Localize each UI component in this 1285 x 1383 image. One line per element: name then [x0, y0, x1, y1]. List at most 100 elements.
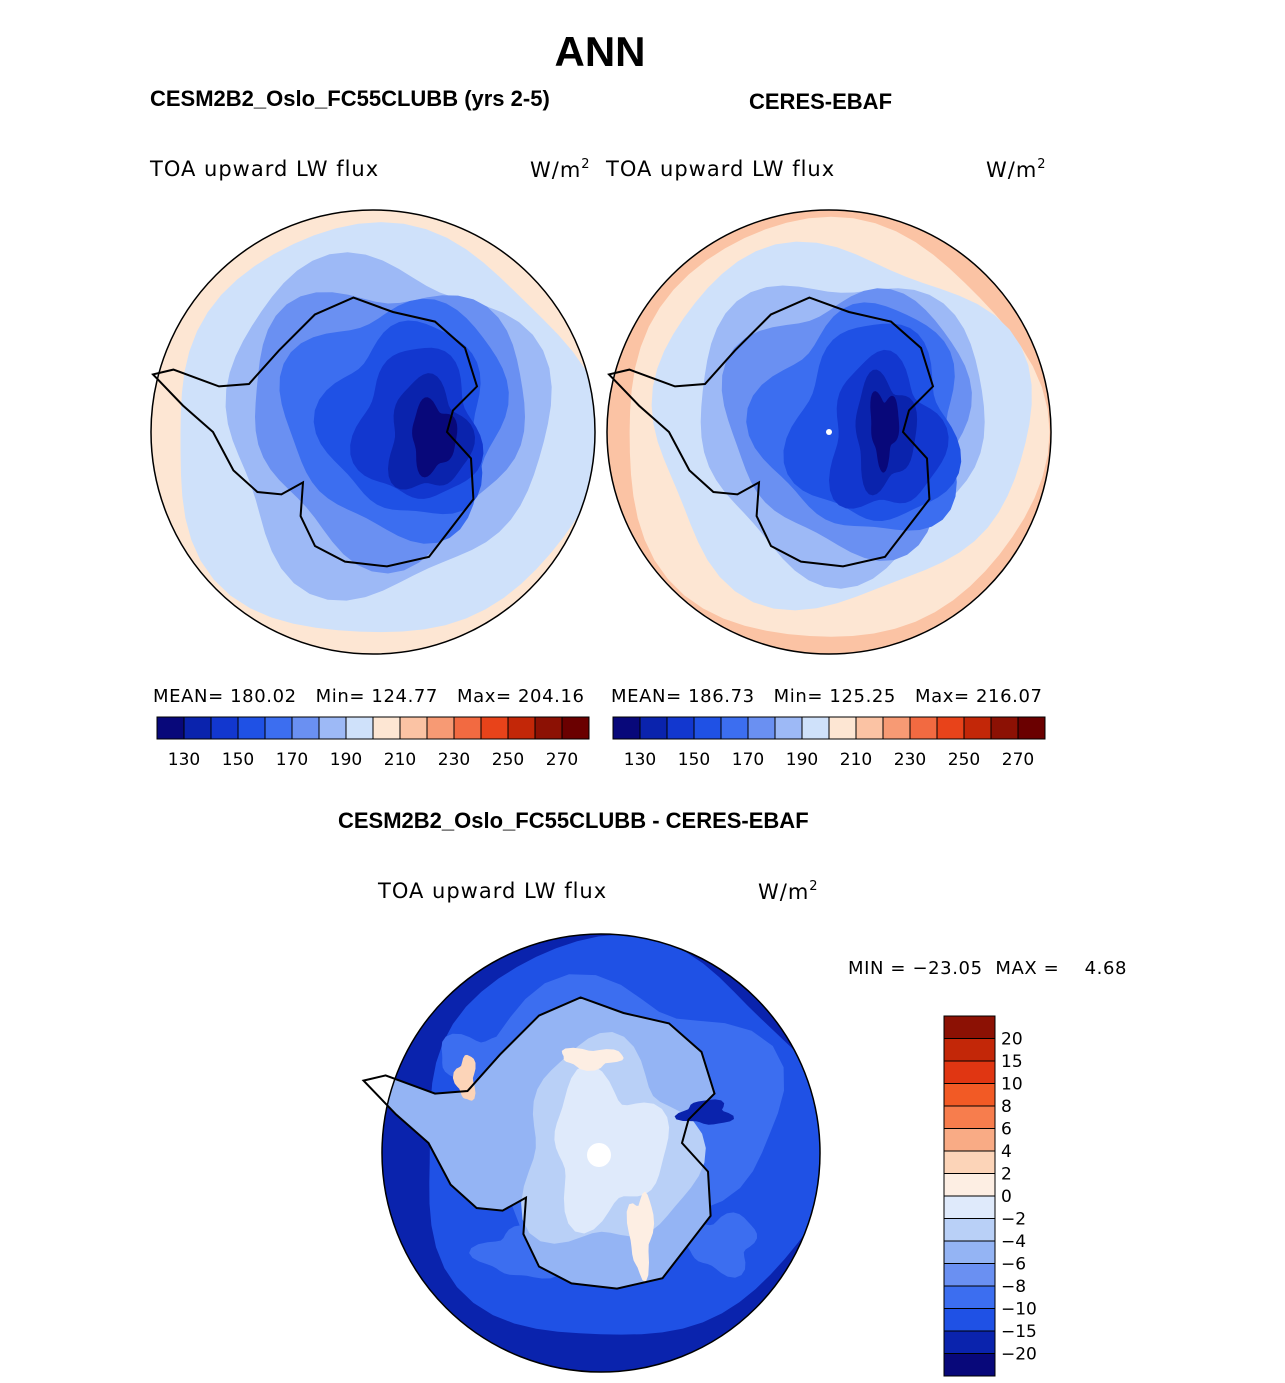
diff-colorbar-swatch	[943, 1173, 996, 1197]
figure-title: ANN	[554, 28, 646, 75]
diff-colorbar-swatch	[943, 1083, 996, 1107]
panel2-pole-marker	[826, 429, 832, 435]
diff-map-coastline	[361, 996, 716, 1290]
diff-units-label: W/m2	[758, 879, 818, 904]
panel2-colorbar-tick-label: 230	[894, 750, 926, 770]
diff-colorbar-swatch	[943, 1353, 996, 1377]
panel1-colorbar-swatch	[345, 716, 374, 740]
panel1-colorbar-swatch	[318, 716, 347, 740]
panel2-units-base: W/m	[986, 158, 1038, 182]
panel1-colorbar-tick-label: 250	[492, 750, 524, 770]
panel1-colorbar-swatch	[264, 716, 293, 740]
panel1-colorbar-swatch	[399, 716, 428, 740]
panel2-colorbar-swatch	[882, 716, 911, 740]
diff-colorbar-tick-label: 4	[1001, 1142, 1012, 1162]
panel1-colorbar-tick-label: 230	[438, 750, 470, 770]
panel1-colorbar-swatch	[210, 716, 239, 740]
panel1-colorbar-tick-label: 190	[330, 750, 362, 770]
panel1-map-field	[151, 210, 595, 654]
diff-colorbar-tick-label: 2	[1001, 1165, 1012, 1185]
diff-colorbar-tick-label: −4	[1001, 1232, 1026, 1252]
panel2-colorbar-tick-label: 190	[786, 750, 818, 770]
panel1-colorbar-swatch	[291, 716, 320, 740]
panel2-max-label: Max=	[914, 686, 970, 707]
panel1-max-value: 204.16	[518, 686, 585, 707]
panel2-colorbar-tick-label: 210	[840, 750, 872, 770]
diff-colorbar-tick-label: 8	[1001, 1097, 1012, 1117]
panel2-colorbar-tick-label: 170	[732, 750, 764, 770]
panel1-colorbar-swatch	[372, 716, 401, 740]
diff-colorbar-tick-label: 0	[1001, 1187, 1012, 1207]
panel1-units-label: W/m2	[530, 157, 590, 182]
panel2-map-contour-level-9	[870, 391, 900, 473]
panel1-mean-label: MEAN=	[153, 686, 224, 707]
panel1-colorbar-swatch	[507, 716, 536, 740]
panel1-colorbar-tick-label: 210	[384, 750, 416, 770]
diff-colorbar-swatch	[943, 1128, 996, 1152]
panel2-colorbar-swatch	[1017, 716, 1046, 740]
panel2-colorbar-swatch	[639, 716, 668, 740]
panel2-colorbar-swatch	[747, 716, 776, 740]
diff-colorbar-tick-label: 6	[1001, 1120, 1012, 1140]
panel1-colorbar: 130 150 170 190 210 230 250 270	[156, 716, 590, 770]
panel1-colorbar-swatch	[183, 716, 212, 740]
diff-colorbar-tick-label: −15	[1001, 1322, 1037, 1342]
panel2-mean-value: 186.73	[688, 686, 755, 707]
panel1-max-label: Max=	[456, 686, 512, 707]
panel2-colorbar-swatch	[963, 716, 992, 740]
panel2-min-value: 125.25	[829, 686, 896, 707]
panel2-colorbar-swatch	[990, 716, 1019, 740]
diff-map-warm-patch-1	[561, 1047, 624, 1071]
panel1-colorbar-swatch	[426, 716, 455, 740]
panel2-colorbar-swatch	[936, 716, 965, 740]
diff-colorbar-swatch	[943, 1330, 996, 1354]
panel1-colorbar-swatch	[237, 716, 266, 740]
diff-colorbar-tick-label: 20	[1001, 1030, 1023, 1050]
diff-colorbar-tick-label: 10	[1001, 1075, 1023, 1095]
panel2-colorbar-swatch	[774, 716, 803, 740]
panel2-colorbar-swatch	[828, 716, 857, 740]
panel2-colorbar-swatch	[909, 716, 938, 740]
panel2-variable-label: TOA upward LW flux	[606, 157, 836, 181]
panel2-colorbar-swatch	[801, 716, 830, 740]
diff-colorbar-swatch	[943, 1218, 996, 1242]
panel1-mean-value: 180.02	[230, 686, 297, 707]
diff-colorbar-swatch	[943, 1060, 996, 1084]
panel1-colorbar-tick-label: 150	[222, 750, 254, 770]
diff-map-boundary	[381, 933, 821, 1373]
panel1-colorbar-tick-label: 130	[168, 750, 200, 770]
diff-map-patch-1	[441, 1033, 523, 1103]
panel2-colorbar-tick-label: 270	[1002, 750, 1034, 770]
panel1-units-base: W/m	[530, 158, 582, 182]
panel2-mean-label: MEAN=	[611, 686, 682, 707]
diff-max-label: MAX =	[995, 958, 1060, 979]
diff-units-exponent: 2	[809, 879, 818, 894]
diff-panel-title: CESM2B2_Oslo_FC55CLUBB - CERES-EBAF	[338, 808, 809, 833]
diff-colorbar-swatch	[943, 1195, 996, 1219]
panel1-map-coastline	[151, 296, 479, 568]
diff-map-interior-2	[554, 1064, 670, 1234]
diff-colorbar-swatch	[943, 1150, 996, 1174]
diff-map-warm-patch-2	[626, 1191, 655, 1282]
panel1-colorbar-tick-label: 170	[276, 750, 308, 770]
diff-colorbar-swatch	[943, 1308, 996, 1332]
diff-variable-label: TOA upward LW flux	[378, 879, 608, 903]
panel1-min-value: 124.77	[371, 686, 438, 707]
panel2-colorbar-tick-label: 150	[678, 750, 710, 770]
panel2-stats: MEAN= 186.73 Min= 125.25 Max= 216.07	[611, 686, 1043, 707]
panel1-colorbar-tick-label: 270	[546, 750, 578, 770]
panel1-map-contour-level-8	[412, 397, 458, 478]
panel1-colorbar-swatch	[561, 716, 590, 740]
diff-colorbar-tick-label: −20	[1001, 1345, 1037, 1365]
panel2-colorbar-swatch	[720, 716, 749, 740]
panel2-colorbar-swatch	[693, 716, 722, 740]
diff-colorbar-swatch	[943, 1105, 996, 1129]
panel1-colorbar-swatch	[534, 716, 563, 740]
diff-colorbar-swatch	[943, 1038, 996, 1062]
panel2-max-value: 216.07	[976, 686, 1043, 707]
panel1-stats: MEAN= 180.02 Min= 124.77 Max= 204.16	[153, 686, 585, 707]
panel2-colorbar-swatch	[666, 716, 695, 740]
panel1-title: CESM2B2_Oslo_FC55CLUBB (yrs 2-5)	[150, 86, 550, 111]
